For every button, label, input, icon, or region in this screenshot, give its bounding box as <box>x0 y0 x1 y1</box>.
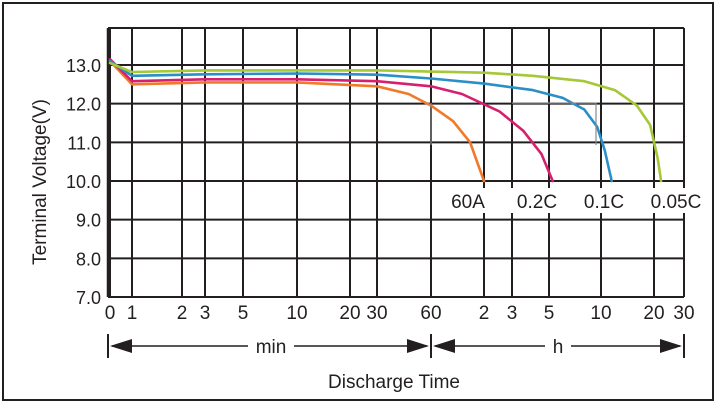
x-tick-label: 0 <box>105 303 116 324</box>
x-tick-label: 2 <box>177 303 188 324</box>
x-tick-label: 2 <box>479 303 490 324</box>
series-label: 0.05C <box>651 192 702 213</box>
cutoff-guides <box>430 102 597 145</box>
range-arrowhead <box>660 339 682 353</box>
series-label-bg <box>442 188 494 213</box>
x-tick-label: 30 <box>366 303 387 324</box>
series-line-2 <box>108 57 554 183</box>
series-labels: 60A 0.2C 0.1C 0.05C <box>442 188 702 213</box>
x-axis-label: Discharge Time <box>328 372 460 393</box>
x-tick-labels: 0 1 2 3 5 10 20 30 60 2 3 5 10 20 30 <box>105 303 695 324</box>
series-line-4 <box>108 61 663 183</box>
y-tick-label: 13.0 <box>66 56 101 76</box>
y-tick-label: 7.0 <box>76 288 101 308</box>
range-label-bg <box>248 334 294 358</box>
x-tick-label: 60 <box>420 303 441 324</box>
y-tick-labels: 7.0 8.0 9.0 10.0 11.0 12.0 13.0 <box>66 56 101 308</box>
series-label: 60A <box>451 192 485 213</box>
x-tick-label: 1 <box>127 303 138 324</box>
x-tick-label: 5 <box>238 303 249 324</box>
series-label-bg <box>511 188 563 213</box>
grid <box>106 27 685 298</box>
y-tick-label: 8.0 <box>76 249 101 269</box>
time-range-markers: min h <box>107 334 685 358</box>
x-tick-label: 30 <box>673 303 694 324</box>
range-arrowhead <box>433 339 455 353</box>
cutoff-guide-line <box>430 102 597 145</box>
series-label-bg <box>578 188 630 213</box>
y-tick-label: 11.0 <box>67 133 101 153</box>
x-tick-label: 20 <box>339 303 360 324</box>
range-label: min <box>256 337 287 358</box>
series-label-bg <box>650 188 702 213</box>
y-tick-label: 12.0 <box>66 95 101 115</box>
series-line-1 <box>108 59 486 183</box>
y-tick-label: 10.0 <box>66 172 101 192</box>
x-tick-label: 20 <box>643 303 664 324</box>
series-label: 0.2C <box>517 192 557 213</box>
x-tick-label: 3 <box>507 303 518 324</box>
y-axis-label: Terminal Voltage(V) <box>30 99 51 265</box>
series-group <box>108 57 663 183</box>
x-tick-label: 10 <box>286 303 307 324</box>
x-tick-label: 3 <box>200 303 211 324</box>
series-line-3 <box>108 59 613 183</box>
range-label: h <box>553 337 564 358</box>
x-tick-label: 10 <box>590 303 611 324</box>
range-arrowhead <box>407 339 429 353</box>
range-arrowhead <box>110 339 132 353</box>
range-label-bg <box>545 334 571 358</box>
y-tick-label: 9.0 <box>76 211 101 231</box>
series-label: 0.1C <box>584 192 624 213</box>
x-tick-label: 5 <box>544 303 555 324</box>
